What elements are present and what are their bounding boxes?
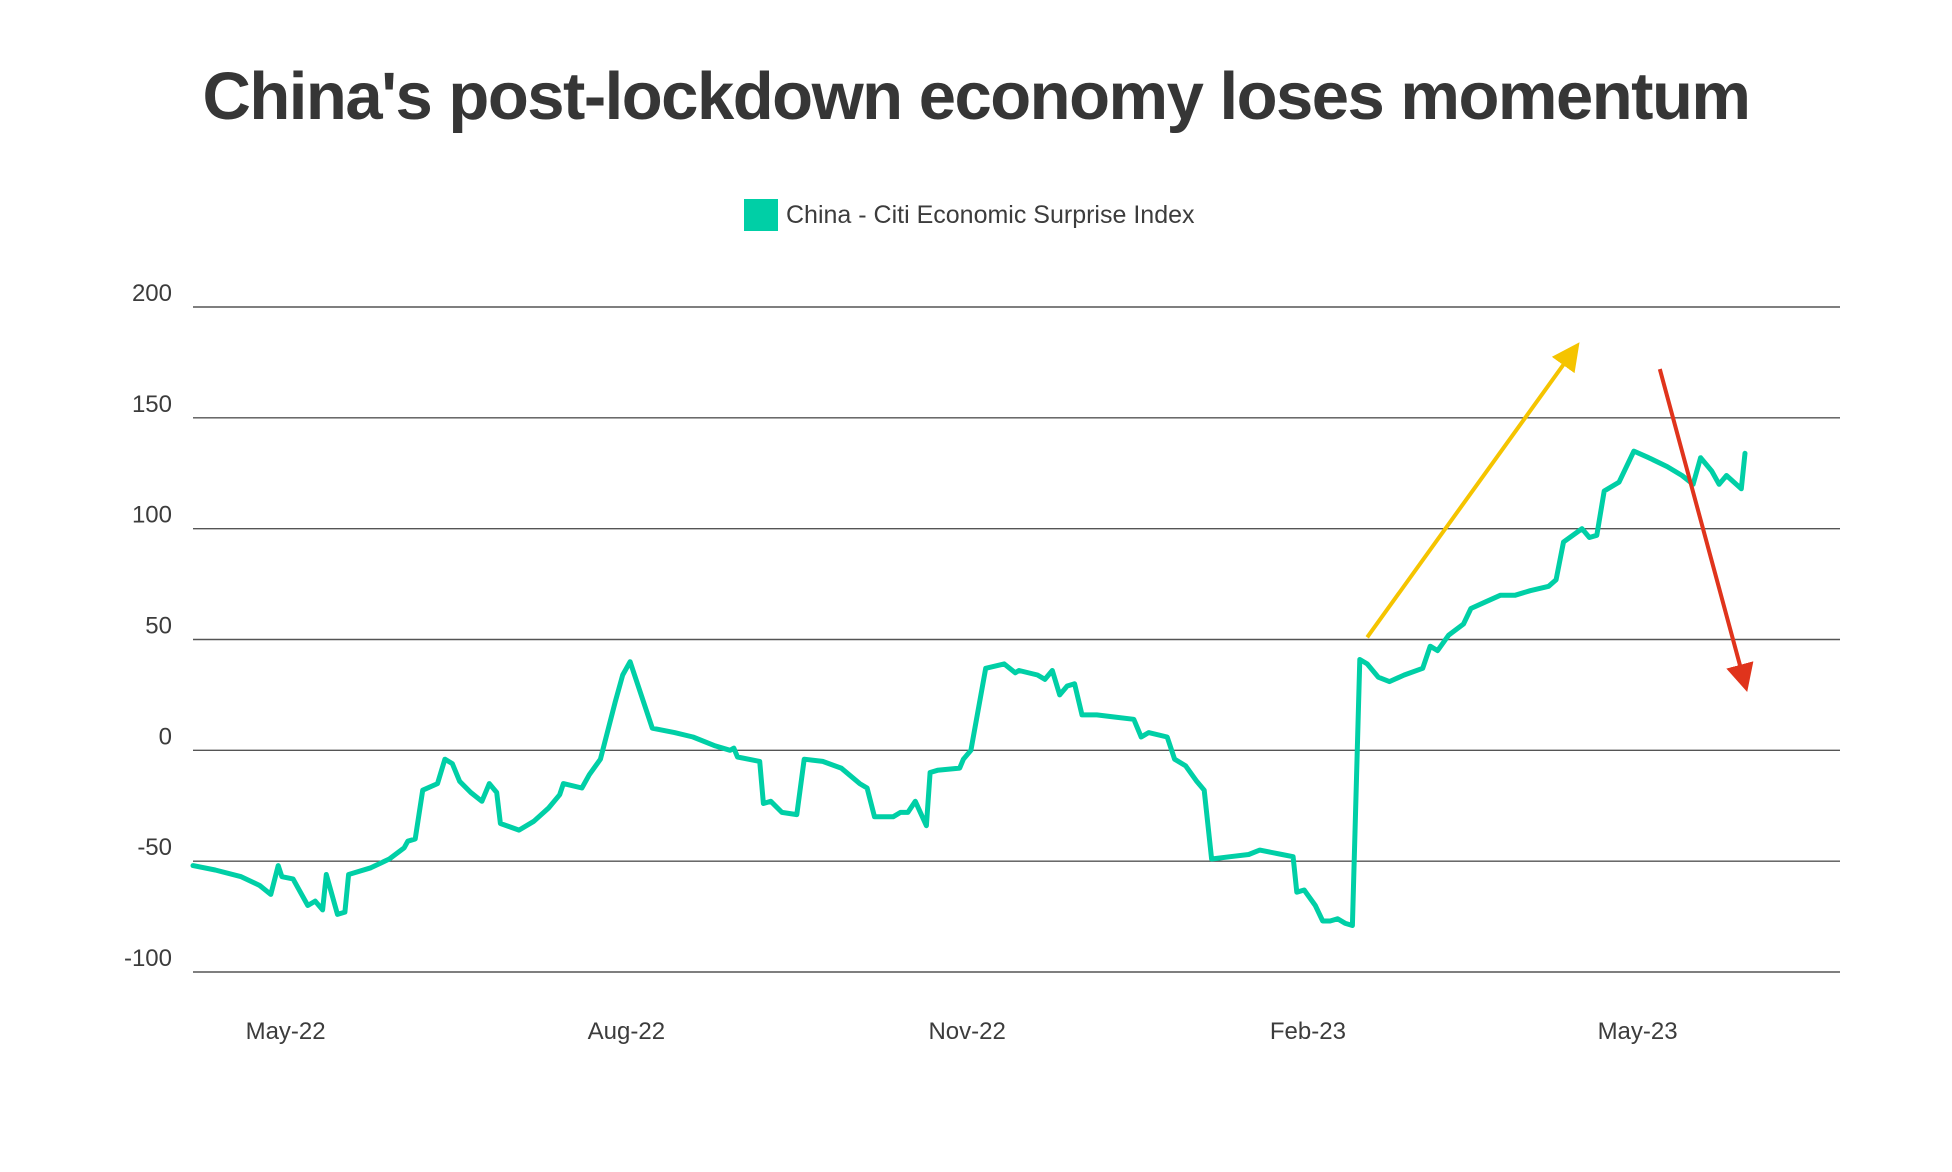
- x-tick-label: Aug-22: [588, 1018, 665, 1045]
- y-tick-label: 200: [132, 280, 172, 307]
- x-tick-label: May-22: [246, 1018, 326, 1045]
- x-tick-label: May-23: [1598, 1018, 1678, 1045]
- falling-trend-arrow: [1657, 368, 1754, 692]
- x-tick-label: Nov-22: [928, 1018, 1005, 1045]
- chart-title: China's post-lockdown economy loses mome…: [202, 59, 1751, 134]
- rising-trend-arrow: [1365, 342, 1580, 639]
- grid-layer: [193, 306, 1840, 973]
- y-axis: 200 150 100 50 0 -50 -100: [124, 280, 172, 972]
- legend-label: China - Citi Economic Surprise Index: [786, 200, 1195, 229]
- y-tick-label: 50: [145, 613, 172, 640]
- y-tick-label: 150: [132, 391, 172, 418]
- series-line-0: [190, 448, 1748, 928]
- y-tick-label: -50: [137, 834, 172, 861]
- chart-legend: China - Citi Economic Surprise Index: [744, 197, 1195, 233]
- annotation-layer: [1365, 342, 1754, 692]
- y-tick-label: -100: [124, 945, 172, 972]
- x-tick-label: Feb-23: [1270, 1018, 1346, 1045]
- x-axis: May-22 Aug-22 Nov-22 Feb-23 May-23: [246, 1018, 1678, 1045]
- y-tick-label: 100: [132, 502, 172, 529]
- series-layer: [190, 448, 1748, 928]
- y-tick-label: 0: [159, 723, 172, 750]
- legend-swatch: [744, 199, 778, 231]
